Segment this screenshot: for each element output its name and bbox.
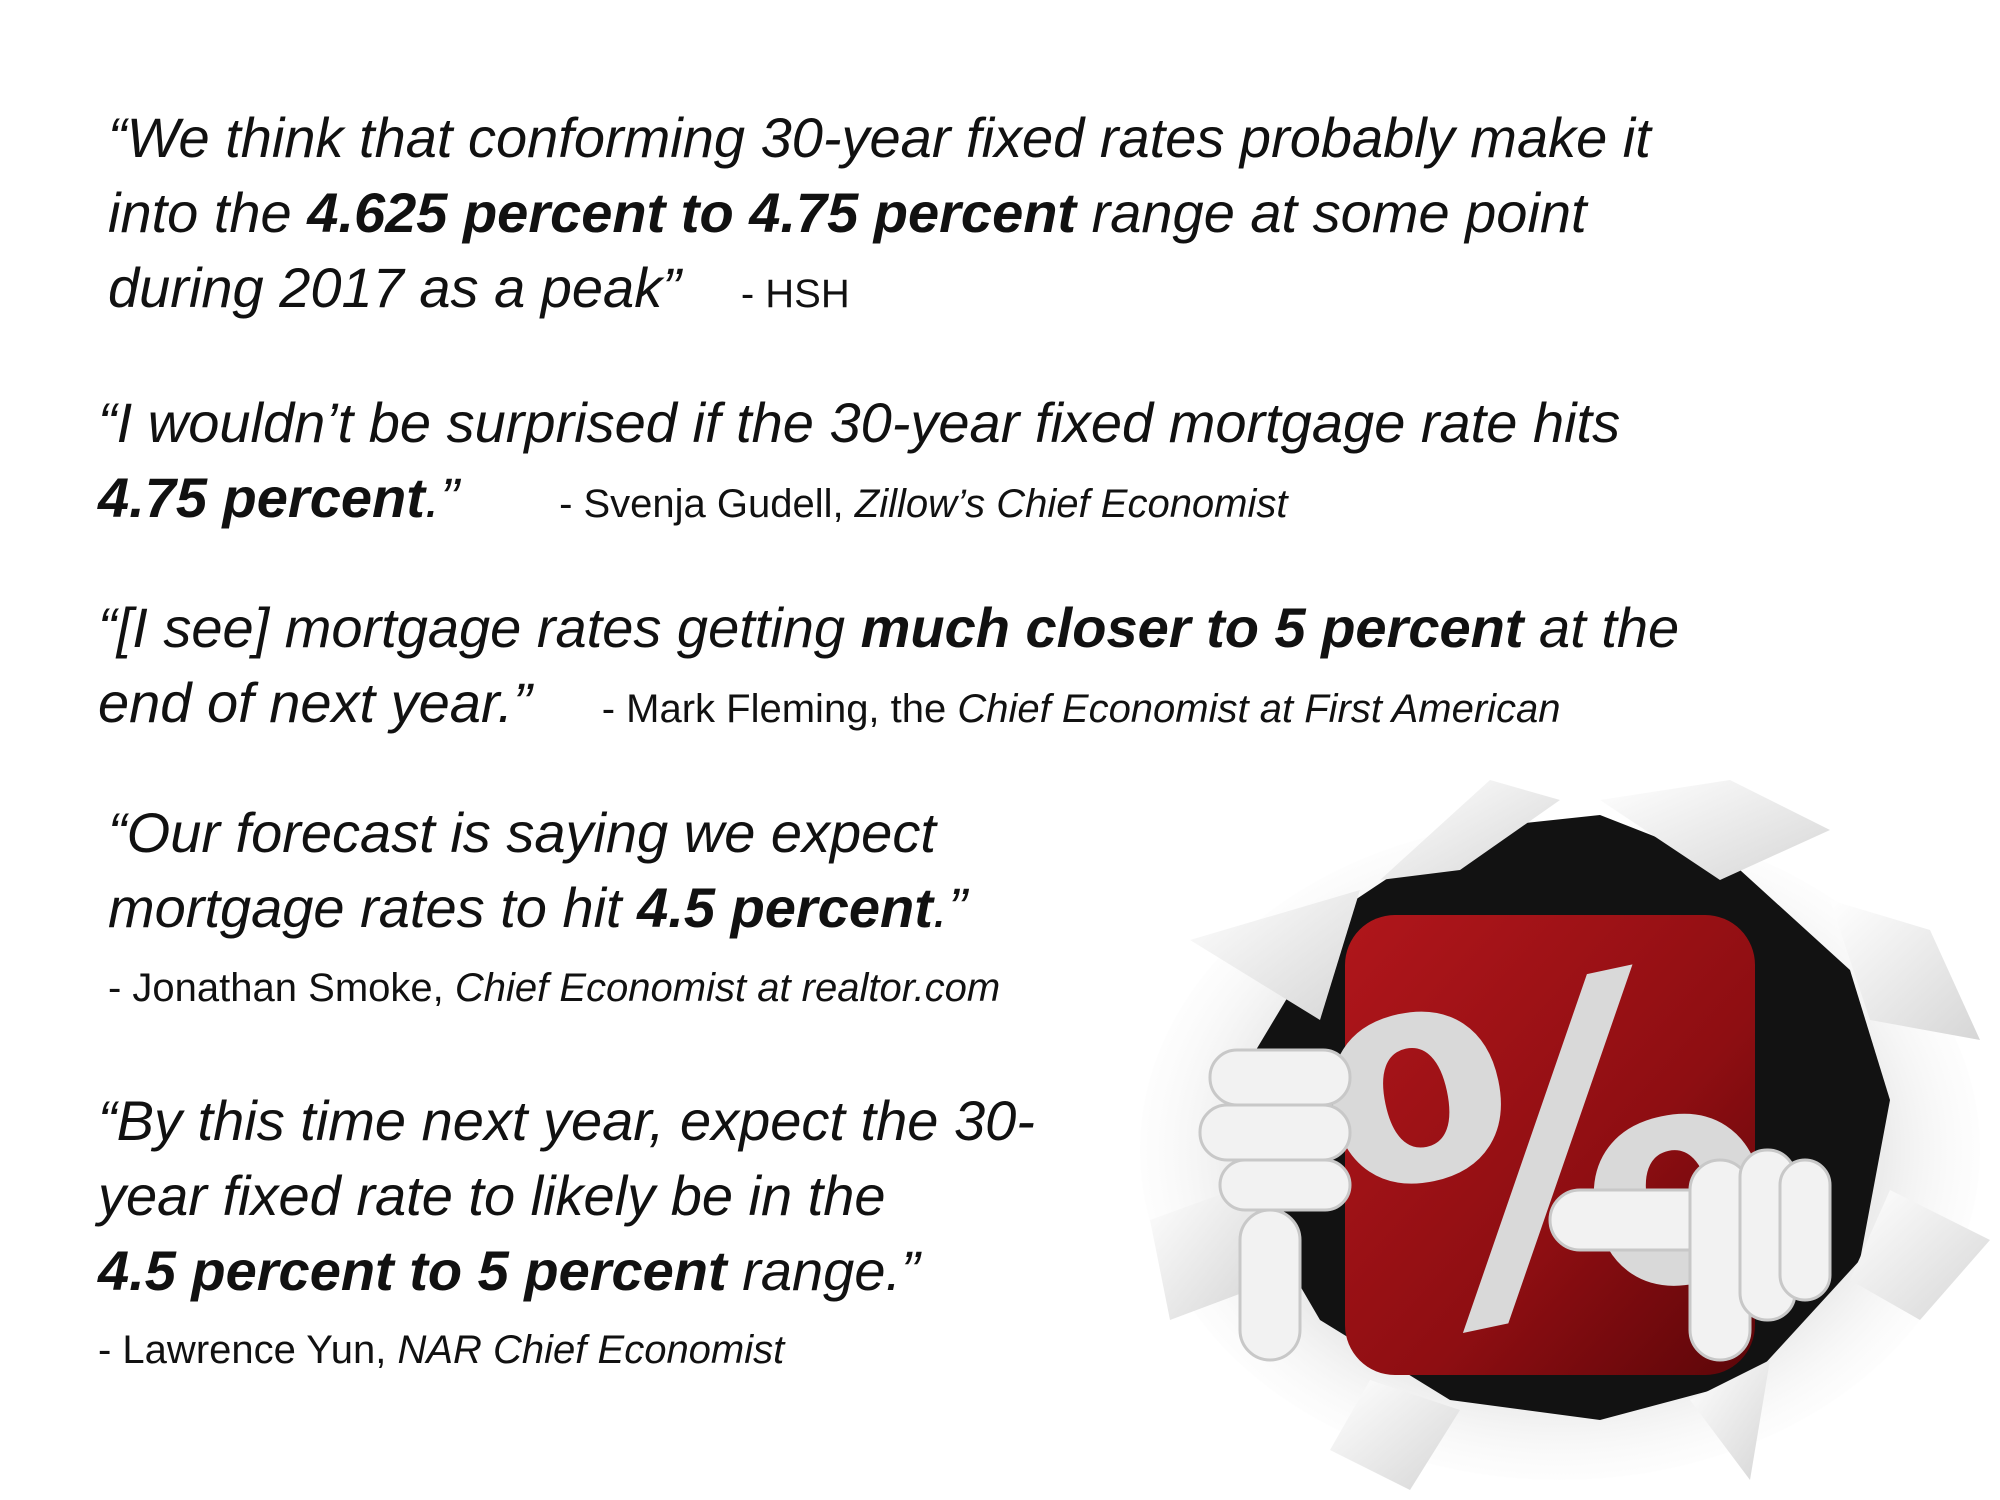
quote-hsh-line2: into the 4.625 percent to 4.75 percent r… [108,175,1651,250]
quote-text: mortgage rates to hit [108,876,638,939]
quote-gudell-line1: “I wouldn’t be surprised if the 30-year … [98,391,1621,454]
quote-text: during 2017 as a peak” [108,256,681,319]
paper-flap [1330,1380,1460,1490]
quote-emphasis: much closer to 5 percent [860,596,1524,659]
paper-flap [1850,1190,1990,1320]
quote-emphasis: 4.5 percent [637,876,933,939]
quote-yun: “By this time next year, expect the 30- … [98,1083,1035,1308]
quote-yun-line2: year fixed rate to likely be in the [98,1164,886,1227]
attribution-title: Zillow’s Chief Economist [854,482,1288,526]
quote-fleming-line2: end of next year.” - Mark Fleming, the Ch… [98,665,1679,740]
quote-text: .” [932,876,968,939]
quote-emphasis: 4.625 percent to 4.75 percent [307,181,1077,244]
quote-text: end of next year.” [98,671,532,734]
quote-emphasis: 4.75 percent [98,466,425,529]
attribution-name: - Lawrence Yun, [98,1328,398,1372]
quote-text: at the [1523,596,1680,659]
quote-smoke-line2: mortgage rates to hit 4.5 percent.” [108,870,967,945]
attribution-smoke: - Jonathan Smoke, Chief Economist at rea… [108,968,1000,1008]
paper-flap [1690,1360,1770,1480]
right-hand [1548,1148,1832,1362]
paper-flap [1830,900,1980,1040]
attribution-hsh: - HSH [740,272,850,316]
quote-hsh-line3: during 2017 as a peak” - HSH [108,250,1651,325]
quote-smoke: “Our forecast is saying we expect mortga… [108,795,967,945]
percent-illustration: % [1140,780,1990,1490]
attribution-name: - Mark Fleming, the [601,687,958,731]
paper-flap [1600,780,1830,880]
quote-text: “[I see] mortgage rates getting [98,596,861,659]
quote-text: into the [108,181,308,244]
quote-hsh-line1: “We think that conforming 30-year fixed … [108,106,1651,169]
attribution-name: - Svenja Gudell, [559,482,855,526]
left-hand [1198,1048,1352,1362]
attribution-title: Chief Economist at First American [957,687,1561,731]
quote-text: range.” [726,1239,920,1302]
quote-fleming-line1: “[I see] mortgage rates getting much clo… [98,590,1679,665]
quote-emphasis: 4.5 percent to 5 percent [98,1239,727,1302]
paper-flap [1380,780,1560,880]
quote-smoke-line1: “Our forecast is saying we expect [108,801,936,864]
attribution-yun: - Lawrence Yun, NAR Chief Economist [98,1330,784,1370]
quote-gudell-line2: 4.75 percent.” - Svenja Gudell, Zillow’s … [98,460,1620,535]
quote-hsh: “We think that conforming 30-year fixed … [108,100,1651,325]
quote-gudell: “I wouldn’t be surprised if the 30-year … [98,385,1620,535]
quote-yun-line3: 4.5 percent to 5 percent range.” [98,1233,1035,1308]
quote-yun-line1: “By this time next year, expect the 30- [98,1089,1035,1152]
percent-tile [1345,915,1755,1375]
attribution-title: Chief Economist at realtor.com [454,966,1001,1010]
quote-fleming: “[I see] mortgage rates getting much clo… [98,590,1679,740]
quote-text: .” [424,466,460,529]
quote-text: range at some point [1076,181,1587,244]
attribution-gudell: - Svenja Gudell, Zillow’s Chief Economis… [559,482,1287,526]
paper-flap [1190,890,1360,1020]
attribution-title: NAR Chief Economist [397,1328,785,1372]
paper-flap [1150,1180,1260,1320]
attribution-name: - Jonathan Smoke, [108,966,455,1010]
attribution-fleming: - Mark Fleming, the Chief Economist at F… [602,687,1561,731]
